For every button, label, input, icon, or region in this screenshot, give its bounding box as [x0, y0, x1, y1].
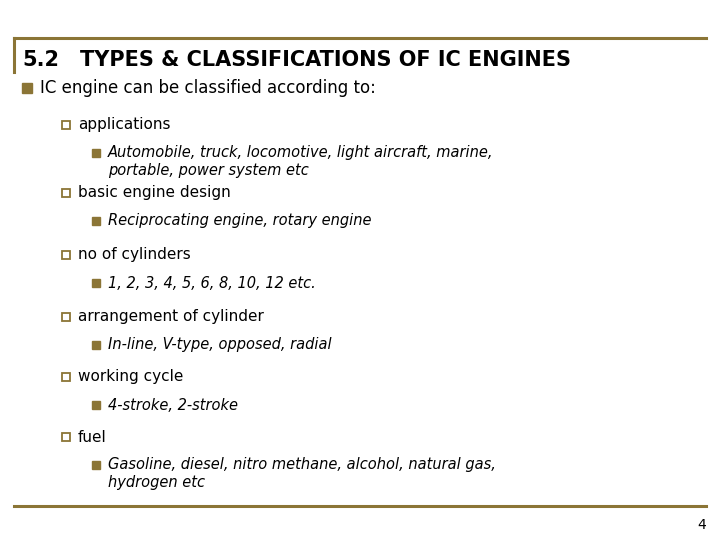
Text: 5.2: 5.2: [22, 50, 59, 70]
FancyBboxPatch shape: [62, 121, 70, 129]
Text: fuel: fuel: [78, 429, 107, 444]
Bar: [92, 341, 100, 349]
Text: IC engine can be classified according to:: IC engine can be classified according to…: [40, 79, 376, 97]
Text: 1, 2, 3, 4, 5, 6, 8, 10, 12 etc.: 1, 2, 3, 4, 5, 6, 8, 10, 12 etc.: [108, 275, 316, 291]
Text: 4-stroke, 2-stroke: 4-stroke, 2-stroke: [108, 397, 238, 413]
Text: Gasoline, diesel, nitro methane, alcohol, natural gas,: Gasoline, diesel, nitro methane, alcohol…: [108, 457, 496, 472]
Text: portable, power system etc: portable, power system etc: [108, 163, 309, 178]
FancyBboxPatch shape: [62, 251, 70, 259]
Bar: [22, 83, 32, 93]
Text: 4: 4: [697, 518, 706, 532]
Text: basic engine design: basic engine design: [78, 186, 230, 200]
Text: working cycle: working cycle: [78, 369, 184, 384]
Text: hydrogen etc: hydrogen etc: [108, 475, 205, 489]
Bar: [92, 401, 100, 409]
FancyBboxPatch shape: [62, 189, 70, 197]
Text: arrangement of cylinder: arrangement of cylinder: [78, 309, 264, 325]
FancyBboxPatch shape: [62, 373, 70, 381]
Bar: [92, 461, 100, 469]
Bar: [92, 149, 100, 157]
Text: applications: applications: [78, 118, 171, 132]
Text: TYPES & CLASSIFICATIONS OF IC ENGINES: TYPES & CLASSIFICATIONS OF IC ENGINES: [80, 50, 571, 70]
Text: In-line, V-type, opposed, radial: In-line, V-type, opposed, radial: [108, 338, 332, 353]
FancyBboxPatch shape: [62, 433, 70, 441]
Bar: [92, 217, 100, 225]
Bar: [92, 279, 100, 287]
Text: Reciprocating engine, rotary engine: Reciprocating engine, rotary engine: [108, 213, 372, 228]
FancyBboxPatch shape: [62, 313, 70, 321]
Text: Automobile, truck, locomotive, light aircraft, marine,: Automobile, truck, locomotive, light air…: [108, 145, 493, 160]
Text: no of cylinders: no of cylinders: [78, 247, 191, 262]
